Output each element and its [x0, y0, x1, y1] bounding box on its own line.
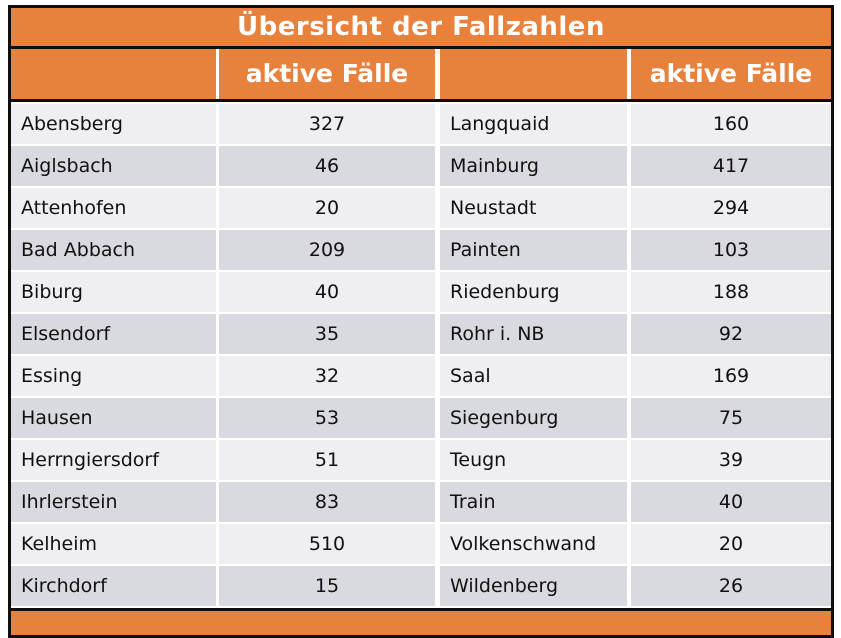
active-cases-value-right: 103 — [631, 230, 831, 270]
active-cases-value-left: 40 — [219, 272, 435, 312]
table-row: Elsendorf 35 Rohr i. NB 92 — [11, 314, 831, 354]
municipality-name-right: Teugn — [440, 440, 627, 480]
municipality-name-right: Mainburg — [440, 146, 627, 186]
active-cases-value-left: 51 — [219, 440, 435, 480]
active-cases-value-left: 327 — [219, 104, 435, 144]
table-header-row: aktive Fälle aktive Fälle — [11, 49, 831, 102]
active-cases-value-left: 510 — [219, 524, 435, 564]
municipality-name-right: Saal — [440, 356, 627, 396]
municipality-name-right: Rohr i. NB — [440, 314, 627, 354]
active-cases-value-right: 92 — [631, 314, 831, 354]
active-cases-value-left: 209 — [219, 230, 435, 270]
active-cases-value-left: 53 — [219, 398, 435, 438]
active-cases-value-left: 83 — [219, 482, 435, 522]
municipality-name-right: Siegenburg — [440, 398, 627, 438]
table-row: Essing 32 Saal 169 — [11, 356, 831, 396]
municipality-name-left: Attenhofen — [11, 188, 216, 228]
municipality-name-right: Langquaid — [440, 104, 627, 144]
cases-overview-table: Übersicht der Fallzahlen aktive Fälle ak… — [8, 5, 834, 638]
active-cases-value-right: 20 — [631, 524, 831, 564]
municipality-name-left: Kelheim — [11, 524, 216, 564]
municipality-name-left: Abensberg — [11, 104, 216, 144]
municipality-name-right: Neustadt — [440, 188, 627, 228]
active-cases-value-right: 39 — [631, 440, 831, 480]
municipality-name-left: Aiglsbach — [11, 146, 216, 186]
municipality-name-left: Elsendorf — [11, 314, 216, 354]
active-cases-value-right: 294 — [631, 188, 831, 228]
municipality-name-left: Ihrlerstein — [11, 482, 216, 522]
municipality-name-right: Volkenschwand — [440, 524, 627, 564]
active-cases-value-right: 169 — [631, 356, 831, 396]
table-row: Kelheim 510 Volkenschwand 20 — [11, 524, 831, 564]
table-row: Bad Abbach 209 Painten 103 — [11, 230, 831, 270]
active-cases-value-left: 20 — [219, 188, 435, 228]
municipality-name-left: Hausen — [11, 398, 216, 438]
table-row: Abensberg 327 Langquaid 160 — [11, 104, 831, 144]
header-cell-active-cases-right: aktive Fälle — [631, 49, 831, 99]
active-cases-value-right: 160 — [631, 104, 831, 144]
municipality-name-right: Train — [440, 482, 627, 522]
municipality-name-right: Wildenberg — [440, 566, 627, 606]
header-cell-empty-right — [440, 49, 627, 99]
active-cases-value-left: 46 — [219, 146, 435, 186]
municipality-name-left: Bad Abbach — [11, 230, 216, 270]
table-title: Übersicht der Fallzahlen — [11, 8, 831, 49]
table-row: Attenhofen 20 Neustadt 294 — [11, 188, 831, 228]
table-row: Hausen 53 Siegenburg 75 — [11, 398, 831, 438]
municipality-name-right: Painten — [440, 230, 627, 270]
table-body: Abensberg 327 Langquaid 160 Aiglsbach 46… — [11, 104, 831, 608]
municipality-name-left: Herrngiersdorf — [11, 440, 216, 480]
active-cases-value-left: 35 — [219, 314, 435, 354]
active-cases-value-right: 188 — [631, 272, 831, 312]
header-cell-active-cases-left: aktive Fälle — [219, 49, 435, 99]
active-cases-value-right: 417 — [631, 146, 831, 186]
municipality-name-left: Kirchdorf — [11, 566, 216, 606]
active-cases-value-left: 15 — [219, 566, 435, 606]
active-cases-value-right: 75 — [631, 398, 831, 438]
active-cases-value-left: 32 — [219, 356, 435, 396]
header-cell-empty-left — [11, 49, 216, 99]
table-row: Biburg 40 Riedenburg 188 — [11, 272, 831, 312]
table-row: Kirchdorf 15 Wildenberg 26 — [11, 566, 831, 606]
active-cases-value-right: 40 — [631, 482, 831, 522]
table-row: Aiglsbach 46 Mainburg 417 — [11, 146, 831, 186]
table-row: Herrngiersdorf 51 Teugn 39 — [11, 440, 831, 480]
active-cases-value-right: 26 — [631, 566, 831, 606]
municipality-name-left: Biburg — [11, 272, 216, 312]
municipality-name-left: Essing — [11, 356, 216, 396]
municipality-name-right: Riedenburg — [440, 272, 627, 312]
table-row: Ihrlerstein 83 Train 40 — [11, 482, 831, 522]
